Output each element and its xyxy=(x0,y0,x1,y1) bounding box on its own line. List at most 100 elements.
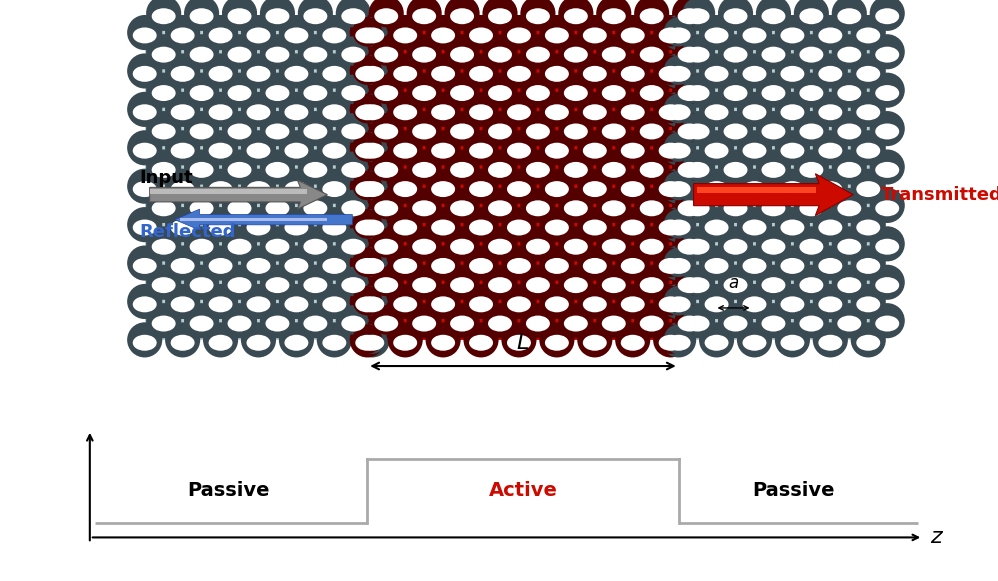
Ellipse shape xyxy=(640,124,664,139)
Ellipse shape xyxy=(834,190,864,220)
Ellipse shape xyxy=(300,74,330,104)
Ellipse shape xyxy=(297,226,333,261)
Ellipse shape xyxy=(222,73,257,107)
Ellipse shape xyxy=(281,171,311,200)
Ellipse shape xyxy=(743,258,766,274)
Ellipse shape xyxy=(758,305,788,335)
Ellipse shape xyxy=(168,171,198,200)
Ellipse shape xyxy=(634,188,670,223)
Ellipse shape xyxy=(222,265,257,300)
Ellipse shape xyxy=(774,207,810,242)
Ellipse shape xyxy=(428,94,458,123)
Ellipse shape xyxy=(523,267,553,296)
Ellipse shape xyxy=(656,324,686,354)
Ellipse shape xyxy=(165,207,201,242)
Ellipse shape xyxy=(354,130,390,166)
Ellipse shape xyxy=(661,246,697,281)
Ellipse shape xyxy=(322,296,346,313)
Ellipse shape xyxy=(303,239,327,254)
Ellipse shape xyxy=(583,181,607,197)
Ellipse shape xyxy=(338,305,368,335)
Ellipse shape xyxy=(699,130,735,166)
Ellipse shape xyxy=(812,92,848,127)
Ellipse shape xyxy=(393,143,417,159)
Ellipse shape xyxy=(718,0,753,31)
Ellipse shape xyxy=(520,149,556,185)
Ellipse shape xyxy=(831,265,867,300)
Ellipse shape xyxy=(428,209,458,239)
Ellipse shape xyxy=(368,226,404,261)
Ellipse shape xyxy=(520,73,556,107)
Ellipse shape xyxy=(520,34,556,69)
Ellipse shape xyxy=(203,207,239,242)
Ellipse shape xyxy=(599,36,629,66)
Ellipse shape xyxy=(241,322,276,357)
Ellipse shape xyxy=(203,15,239,50)
Ellipse shape xyxy=(661,15,697,50)
Ellipse shape xyxy=(355,104,379,120)
FancyArrow shape xyxy=(694,174,853,216)
Ellipse shape xyxy=(281,209,311,239)
Ellipse shape xyxy=(357,286,387,315)
Ellipse shape xyxy=(774,246,810,281)
Ellipse shape xyxy=(850,53,886,88)
Ellipse shape xyxy=(322,258,346,274)
Ellipse shape xyxy=(341,162,365,178)
Ellipse shape xyxy=(241,130,276,166)
Ellipse shape xyxy=(146,0,182,31)
Ellipse shape xyxy=(780,181,804,197)
Ellipse shape xyxy=(761,124,785,139)
Ellipse shape xyxy=(371,152,401,181)
Ellipse shape xyxy=(206,94,236,123)
Ellipse shape xyxy=(447,228,477,258)
Ellipse shape xyxy=(322,104,346,120)
Ellipse shape xyxy=(406,303,442,338)
Ellipse shape xyxy=(656,171,686,200)
Ellipse shape xyxy=(371,190,401,220)
Ellipse shape xyxy=(618,324,648,354)
Ellipse shape xyxy=(686,8,710,24)
Ellipse shape xyxy=(488,277,512,293)
Ellipse shape xyxy=(777,324,807,354)
Ellipse shape xyxy=(127,168,163,204)
Ellipse shape xyxy=(564,239,588,254)
Ellipse shape xyxy=(338,152,368,181)
Ellipse shape xyxy=(316,15,352,50)
Ellipse shape xyxy=(316,53,352,88)
Ellipse shape xyxy=(743,220,766,235)
Ellipse shape xyxy=(705,258,729,274)
Ellipse shape xyxy=(724,239,748,254)
Ellipse shape xyxy=(740,324,769,354)
Ellipse shape xyxy=(699,322,735,357)
Ellipse shape xyxy=(799,85,823,101)
Ellipse shape xyxy=(761,315,785,332)
Ellipse shape xyxy=(542,171,572,200)
Ellipse shape xyxy=(357,248,387,277)
Ellipse shape xyxy=(837,239,861,254)
Ellipse shape xyxy=(577,284,613,319)
Ellipse shape xyxy=(504,248,534,277)
Ellipse shape xyxy=(542,248,572,277)
Ellipse shape xyxy=(580,324,610,354)
Ellipse shape xyxy=(241,15,276,50)
Ellipse shape xyxy=(338,74,368,104)
Ellipse shape xyxy=(758,228,788,258)
Ellipse shape xyxy=(431,258,455,274)
Ellipse shape xyxy=(463,15,499,50)
Ellipse shape xyxy=(406,111,442,146)
Ellipse shape xyxy=(869,265,905,300)
Ellipse shape xyxy=(815,132,845,162)
Ellipse shape xyxy=(431,181,455,197)
Ellipse shape xyxy=(284,27,308,44)
Ellipse shape xyxy=(300,267,330,296)
Ellipse shape xyxy=(834,36,864,66)
Ellipse shape xyxy=(780,220,804,235)
Ellipse shape xyxy=(761,85,785,101)
Ellipse shape xyxy=(577,322,613,357)
Ellipse shape xyxy=(580,286,610,315)
Ellipse shape xyxy=(740,248,769,277)
Ellipse shape xyxy=(834,228,864,258)
Ellipse shape xyxy=(577,92,613,127)
Ellipse shape xyxy=(209,296,233,313)
Ellipse shape xyxy=(812,284,848,319)
